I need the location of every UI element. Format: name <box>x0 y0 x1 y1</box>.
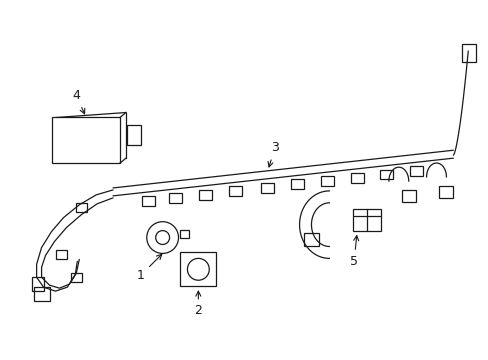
Text: 1: 1 <box>137 254 162 282</box>
Text: 2: 2 <box>194 291 202 318</box>
Text: 5: 5 <box>349 235 358 268</box>
Text: 4: 4 <box>72 89 84 114</box>
Text: 3: 3 <box>267 141 278 167</box>
